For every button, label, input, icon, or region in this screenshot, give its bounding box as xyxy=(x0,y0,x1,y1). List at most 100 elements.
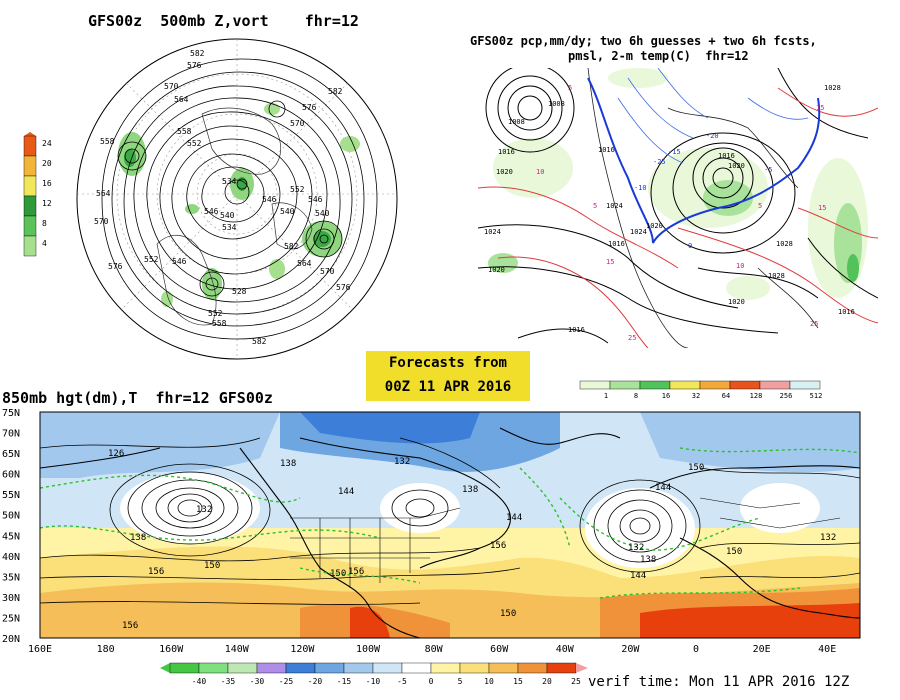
temp-scale-swatch xyxy=(227,662,258,674)
svg-text:1016: 1016 xyxy=(498,148,515,156)
svg-text:1020: 1020 xyxy=(496,168,513,176)
coastlines xyxy=(587,68,819,348)
svg-text:150: 150 xyxy=(330,569,346,579)
svg-text:1028: 1028 xyxy=(776,240,793,248)
lon-label: 160E xyxy=(28,644,52,655)
temp-scale-label: 5 xyxy=(458,677,463,686)
lat-label: 55N xyxy=(2,490,20,501)
svg-text:546: 546 xyxy=(172,257,187,266)
panel-precip-title-line1: GFS00z pcp,mm/dy; two 6h guesses + two 6… xyxy=(470,34,817,48)
temp-scale-label: -5 xyxy=(397,677,407,686)
svg-text:546: 546 xyxy=(204,207,219,216)
svg-text:582: 582 xyxy=(284,242,299,251)
forecast-line1: Forecasts from xyxy=(388,355,507,371)
height-labels-850: 126 132 138 144 132 138 144 150 156 150 … xyxy=(108,449,836,631)
vort-scale-swatch xyxy=(23,235,37,257)
svg-text:144: 144 xyxy=(655,483,671,493)
svg-text:132: 132 xyxy=(628,543,644,553)
svg-text:1020: 1020 xyxy=(646,222,663,230)
svg-text:570: 570 xyxy=(164,82,179,91)
svg-text:558: 558 xyxy=(177,127,192,136)
vort-scale-label: 20 xyxy=(42,159,52,168)
forecast-init-box: Forecasts from 00Z 11 APR 2016 xyxy=(366,351,530,401)
verification-time: verif time: Mon 11 APR 2016 12Z xyxy=(588,674,850,690)
svg-text:570: 570 xyxy=(290,119,305,128)
svg-text:1028: 1028 xyxy=(768,272,785,280)
svg-text:552: 552 xyxy=(187,139,202,148)
svg-text:25: 25 xyxy=(810,320,818,328)
temp-scale-label: 10 xyxy=(484,677,494,686)
svg-text:15: 15 xyxy=(606,258,614,266)
svg-text:150: 150 xyxy=(688,463,704,473)
svg-text:540: 540 xyxy=(220,211,235,220)
lon-label: 140W xyxy=(225,644,250,655)
svg-text:1016: 1016 xyxy=(838,308,855,316)
lon-label: 80W xyxy=(425,644,444,655)
svg-text:564: 564 xyxy=(297,259,312,268)
precip-scale-label: 64 xyxy=(722,392,730,400)
svg-text:546: 546 xyxy=(308,195,323,204)
precip-scale-label: 32 xyxy=(692,392,700,400)
lat-label: 75N xyxy=(2,408,20,419)
temp-scale-swatch xyxy=(256,662,287,674)
precip-scale-label: 1 xyxy=(604,392,608,400)
svg-text:10: 10 xyxy=(536,168,544,176)
svg-text:10: 10 xyxy=(736,262,744,270)
svg-text:1016: 1016 xyxy=(718,152,735,160)
svg-text:-25: -25 xyxy=(653,158,666,166)
svg-text:138: 138 xyxy=(640,555,656,565)
precip-scale-swatch xyxy=(759,380,791,390)
political-borders xyxy=(290,497,841,588)
svg-text:144: 144 xyxy=(506,513,522,523)
svg-text:1028: 1028 xyxy=(824,84,841,92)
svg-text:570: 570 xyxy=(94,217,109,226)
lon-label: 160W xyxy=(159,644,184,655)
lat-label: 45N xyxy=(2,531,20,542)
vort-scale-swatch xyxy=(23,135,37,157)
temp-scale-swatch xyxy=(343,662,374,674)
svg-text:150: 150 xyxy=(500,609,516,619)
svg-text:576: 576 xyxy=(336,283,351,292)
vort-scale-label: 4 xyxy=(42,239,47,248)
isobars xyxy=(478,68,878,344)
svg-text:15: 15 xyxy=(818,204,826,212)
svg-text:1016: 1016 xyxy=(608,240,625,248)
lon-label: 40W xyxy=(556,644,575,655)
lon-label: 20W xyxy=(621,644,640,655)
precip-colorbar: 1 8 16 32 64 128 256 512 xyxy=(579,380,822,400)
freezing-line xyxy=(587,77,821,244)
map-850-frame xyxy=(39,411,861,639)
svg-text:552: 552 xyxy=(144,255,159,264)
vort-scale-swatch xyxy=(23,215,37,237)
temp-labels: -15 -20 -25 -10 -5 5 10 15 15 10 5 15 25… xyxy=(536,84,826,342)
svg-text:144: 144 xyxy=(630,571,646,581)
svg-text:1024: 1024 xyxy=(484,228,501,236)
precip-scale-swatch xyxy=(579,380,611,390)
svg-text:156: 156 xyxy=(148,567,164,577)
svg-text:552: 552 xyxy=(290,185,305,194)
lat-label: 60N xyxy=(2,470,20,481)
precip-scale-swatch xyxy=(789,380,821,390)
temp-contours-cold xyxy=(617,68,809,164)
temp-scale-label: 20 xyxy=(542,677,552,686)
svg-text:1008: 1008 xyxy=(508,118,525,126)
svg-text:156: 156 xyxy=(490,541,506,551)
svg-text:156: 156 xyxy=(348,567,364,577)
svg-text:1016: 1016 xyxy=(598,146,615,154)
svg-text:5: 5 xyxy=(568,84,572,92)
temp-scale-label: 25 xyxy=(571,677,581,686)
map-850mb: 126 132 138 144 132 138 144 150 156 150 … xyxy=(2,408,861,655)
svg-text:25: 25 xyxy=(628,334,636,342)
svg-text:1016: 1016 xyxy=(568,326,585,334)
svg-text:564: 564 xyxy=(174,95,189,104)
svg-text:576: 576 xyxy=(187,61,202,70)
precip-scale-swatch xyxy=(669,380,701,390)
longitude-labels: 160E 180 160W 140W 120W 100W 80W 60W 40W 20W 0 20E 4… xyxy=(28,644,836,655)
svg-text:1020: 1020 xyxy=(728,162,745,170)
vort-scale-label: 16 xyxy=(42,179,52,188)
temp-scale-swatch xyxy=(517,662,548,674)
svg-text:552: 552 xyxy=(208,309,223,318)
svg-text:5: 5 xyxy=(758,202,762,210)
lat-label: 65N xyxy=(2,449,20,460)
vort-scale-label: 12 xyxy=(42,199,52,208)
